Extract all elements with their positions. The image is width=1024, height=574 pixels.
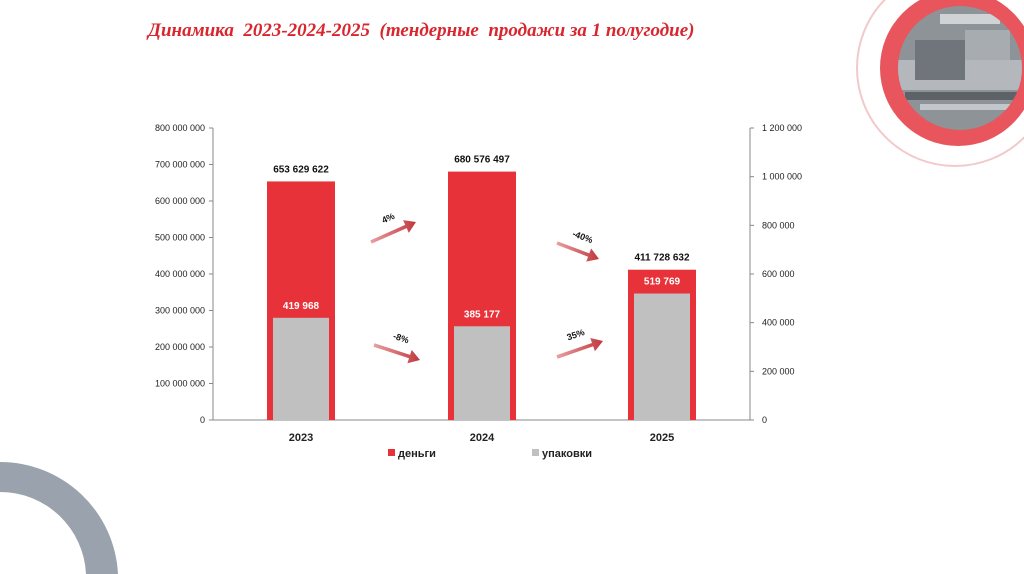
y-right-tick-label: 1 200 000: [762, 123, 802, 133]
y-left-tick-label: 400 000 000: [155, 269, 205, 279]
data-label-packages-2024: 385 177: [464, 309, 501, 320]
data-label-money-2025: 411 728 632: [634, 253, 689, 264]
category-label-2023: 2023: [289, 432, 313, 444]
slide-title: Динамика 2023-2024-2025 (тендерные прода…: [148, 20, 695, 41]
arrow-money-2023-2024-shape: [370, 220, 416, 244]
y-left-tick-label: 800 000 000: [155, 123, 205, 133]
decor-grey-arc: [0, 461, 118, 574]
arrow-packages-2024-2025-shape: [556, 338, 603, 359]
y-left-tick-label: 600 000 000: [155, 196, 205, 206]
data-labels: 653 629 622 419 968 680 576 497 385 177 411 …: [273, 155, 690, 321]
data-label-packages-2025: 519 769: [644, 277, 681, 288]
y-right-tick-label: 200 000: [762, 366, 795, 376]
arrow-money-2024-2025: -40%: [556, 228, 599, 262]
arrow-packages-2024-2025: 35%: [556, 327, 603, 359]
y-left-tick-label: 500 000 000: [155, 233, 205, 243]
legend-swatch-packages: [532, 449, 539, 456]
y-right-tick-label: 800 000: [762, 220, 795, 230]
y-left-tick-label: 200 000 000: [155, 342, 205, 352]
y-left-tick-label: 100 000 000: [155, 379, 205, 389]
decor-photo: [898, 6, 1022, 130]
data-label-money-2024: 680 576 497: [454, 155, 510, 166]
bars: [267, 171, 696, 420]
arrow-money-2023-2024: 4%: [370, 211, 416, 244]
y-right-tick-label: 1 000 000: [762, 172, 802, 182]
decor-photo-circle: [856, 0, 1024, 167]
y-left-ticks: 0 100 000 000 200 000 000 300 000 000 400 00…: [155, 123, 213, 425]
arrow-packages-2023-2024-label: -8%: [392, 331, 410, 345]
y-right-tick-label: 600 000: [762, 269, 795, 279]
arrow-money-2024-2025-shape: [556, 241, 599, 262]
arrow-packages-2023-2024-shape: [373, 343, 420, 364]
y-right-ticks: 0 200 000 400 000 600 000 800 000 1 000 000 1 …: [750, 123, 802, 425]
y-left-tick-label: 0: [200, 415, 205, 425]
arrow-money-2024-2025-label: -40%: [571, 228, 594, 245]
data-label-packages-2023: 419 968: [283, 301, 320, 312]
y-left-tick-label: 700 000 000: [155, 160, 205, 170]
arrow-packages-2023-2024: -8%: [373, 331, 420, 364]
decor-ring-outer: [856, 0, 1024, 167]
category-labels: 2023 2024 2025: [289, 432, 674, 444]
legend: деньги упаковки: [388, 448, 592, 460]
arrow-packages-2024-2025-label: 35%: [566, 327, 586, 342]
data-label-money-2023: 653 629 622: [273, 164, 329, 175]
bar-packages-2023: [273, 317, 329, 420]
y-left-tick-label: 300 000 000: [155, 306, 205, 316]
y-right-tick-label: 400 000: [762, 318, 795, 328]
legend-label-money: деньги: [398, 448, 436, 460]
y-right-tick-label: 0: [762, 415, 767, 425]
legend-swatch-money: [388, 449, 395, 456]
category-label-2025: 2025: [650, 432, 674, 444]
bar-packages-2025: [634, 293, 690, 420]
category-label-2024: 2024: [470, 432, 495, 444]
legend-label-packages: упаковки: [542, 448, 592, 460]
bar-packages-2024: [454, 326, 510, 420]
arrow-money-2023-2024-label: 4%: [380, 211, 396, 225]
